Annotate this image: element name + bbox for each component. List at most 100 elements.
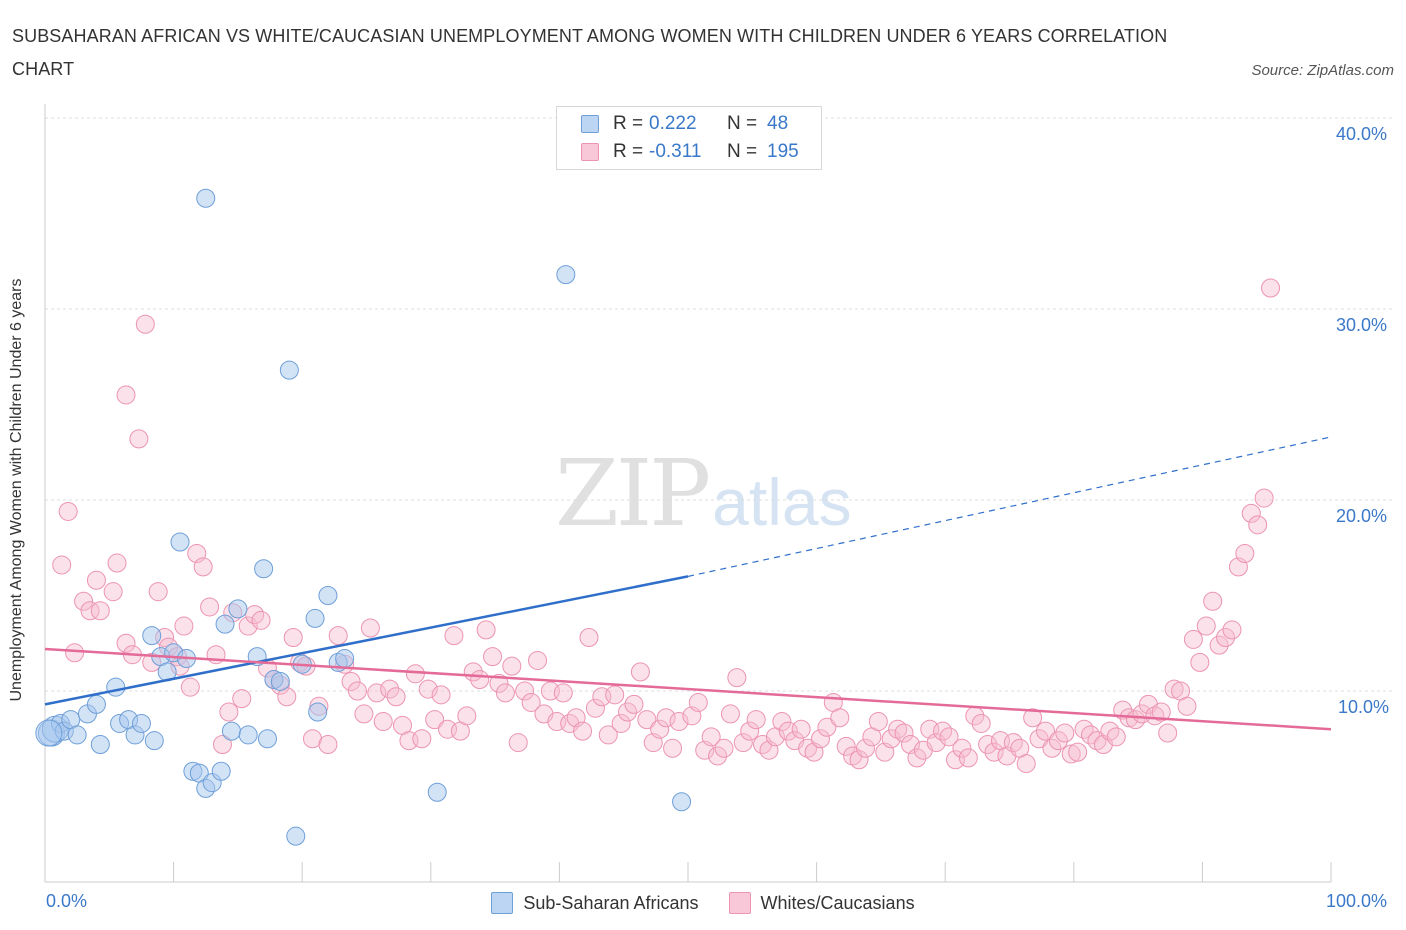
data-point-whites — [1261, 278, 1281, 298]
data-point-sub-saharan — [308, 702, 328, 722]
data-point-whites — [1029, 729, 1049, 749]
y-tick-10: 10.0% — [1338, 697, 1390, 717]
data-point-whites — [86, 570, 106, 590]
data-point-whites — [714, 738, 734, 758]
data-point-whites — [508, 733, 528, 753]
legend-row-blue: R = 0.222 N = 48 — [581, 111, 788, 137]
data-point-whites — [405, 664, 425, 684]
data-point-whites — [971, 713, 991, 733]
data-point-whites — [425, 710, 445, 730]
data-point-whites — [74, 591, 94, 611]
trend-lines — [44, 436, 1332, 731]
x-tick-max: 100.0% — [1326, 891, 1388, 911]
data-point-whites — [502, 656, 522, 676]
data-point-whites — [103, 582, 123, 602]
data-point-whites — [457, 706, 477, 726]
data-point-whites — [232, 689, 252, 709]
data-point-whites — [740, 721, 760, 741]
data-point-whites — [1222, 620, 1242, 640]
data-point-whites — [1216, 628, 1236, 648]
data-point-whites — [444, 626, 464, 646]
data-point-whites — [907, 748, 927, 768]
sub-saharan-africans-points — [35, 188, 692, 846]
trend-line-sub-saharan-projection — [687, 436, 1332, 577]
data-point-whites — [412, 729, 432, 749]
data-point-sub-saharan — [238, 725, 258, 745]
data-point-whites — [135, 314, 155, 334]
data-point-whites — [978, 734, 998, 754]
data-point-whites — [688, 692, 708, 712]
watermark-zip: ZIP — [555, 440, 711, 547]
data-point-whites — [431, 685, 451, 705]
data-point-whites — [1048, 731, 1068, 751]
data-point-whites — [849, 750, 869, 770]
data-point-sub-saharan — [305, 608, 325, 628]
data-point-sub-saharan — [86, 694, 106, 714]
data-point-whites — [656, 708, 676, 728]
data-point-sub-saharan — [279, 360, 299, 380]
data-point-whites — [1235, 543, 1255, 563]
watermark-atlas: atlas — [712, 465, 852, 539]
data-point-whites — [1055, 723, 1075, 743]
data-point-whites — [1061, 744, 1081, 764]
data-point-whites — [708, 746, 728, 766]
data-point-whites — [881, 729, 901, 749]
data-point-sub-saharan — [106, 677, 126, 697]
data-point-whites — [489, 673, 509, 693]
data-point-whites — [701, 727, 721, 747]
data-point-whites — [573, 721, 593, 741]
data-point-whites — [939, 727, 959, 747]
data-point-sub-saharan — [131, 713, 151, 733]
data-point-sub-saharan — [90, 734, 110, 754]
data-point-whites — [810, 729, 830, 749]
data-point-whites — [65, 643, 85, 663]
trend-line-whites — [44, 647, 1332, 731]
data-point-whites — [1164, 679, 1184, 699]
data-point-whites — [663, 738, 683, 758]
data-point-whites — [958, 748, 978, 768]
data-point-sub-saharan — [142, 626, 162, 646]
data-point-whites — [80, 601, 100, 621]
data-point-whites — [347, 681, 367, 701]
legend-r-value: 0.222 — [649, 113, 697, 134]
y-tick-30: 30.0% — [1336, 315, 1388, 335]
data-point-sub-saharan — [318, 586, 338, 605]
series-legend: Sub-Saharan Africans Whites/Caucasians — [0, 890, 1406, 916]
data-point-whites — [373, 712, 393, 732]
data-point-whites — [1042, 738, 1062, 758]
data-point-whites — [624, 694, 644, 714]
data-point-whites — [1254, 488, 1274, 508]
data-point-whites — [283, 628, 303, 648]
x-tick-min: 0.0% — [46, 891, 88, 911]
data-point-sub-saharan — [196, 188, 216, 208]
data-point-whites — [579, 628, 599, 648]
data-point-whites — [200, 597, 220, 617]
data-point-whites — [830, 708, 850, 728]
data-point-whites — [772, 712, 792, 732]
grid-lines — [45, 117, 1392, 692]
data-point-whites — [180, 677, 200, 697]
data-point-whites — [733, 733, 753, 753]
data-point-whites — [868, 712, 888, 732]
legend-n-value: 195 — [767, 141, 799, 162]
data-point-whites — [380, 679, 400, 699]
legend-row-pink: R = -0.311 N = 195 — [581, 139, 799, 165]
data-point-whites — [746, 710, 766, 730]
data-point-whites — [1196, 616, 1216, 636]
data-point-whites — [894, 723, 914, 743]
data-point-sub-saharan — [221, 721, 241, 741]
data-point-whites — [791, 719, 811, 739]
legend-n-label: N = — [727, 113, 758, 134]
legend-swatch-blue — [581, 115, 599, 133]
data-point-whites — [148, 582, 168, 602]
legend-item-sub-saharan: Sub-Saharan Africans — [491, 890, 699, 916]
data-point-sub-saharan — [211, 761, 231, 781]
data-point-sub-saharan — [254, 559, 274, 579]
legend-swatch-pink — [728, 892, 751, 914]
whites-caucasians-points — [52, 278, 1281, 774]
data-point-whites — [1016, 754, 1036, 774]
data-point-whites — [855, 738, 875, 758]
data-point-whites — [251, 610, 271, 630]
data-point-whites — [1183, 629, 1203, 649]
